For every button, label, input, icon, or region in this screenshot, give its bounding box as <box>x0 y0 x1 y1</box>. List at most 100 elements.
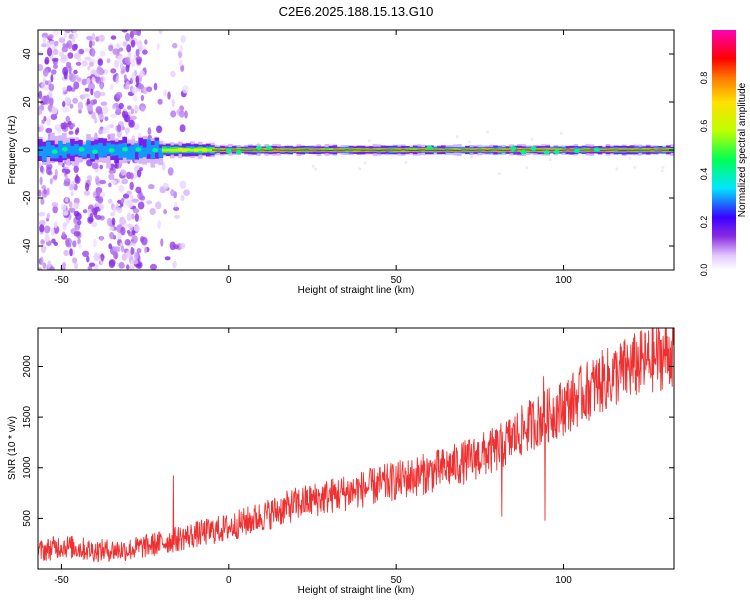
heatmap-ridge-cell <box>98 143 103 158</box>
heatmap-noise-cell <box>135 186 142 194</box>
heatmap-noise-cell <box>40 124 44 133</box>
heatmap-noise-cell <box>180 64 185 72</box>
heatmap-noise-cell <box>150 263 157 270</box>
colorbar-label: Normalized spectral amplitude <box>737 82 748 217</box>
heatmap-image <box>38 30 674 270</box>
snr-x-tick-label: -50 <box>54 575 69 586</box>
heatmap-ridge-cell <box>86 140 91 155</box>
heatmap-noise-cell <box>84 56 92 61</box>
heatmap-noise-cell <box>129 172 134 180</box>
heatmap-ridge-cell <box>150 145 156 159</box>
heatmap-noise-cell <box>131 72 135 81</box>
heatmap-noise-cell <box>38 160 42 168</box>
heatmap-noise-cell <box>51 238 56 244</box>
snr-x-tick-label: 0 <box>226 575 232 586</box>
heatmap-ridge-cell <box>316 149 322 151</box>
heatmap-noise-cell <box>118 47 124 52</box>
heatmap-ridge-cell <box>202 148 207 152</box>
heatmap-noise-cell <box>77 219 82 226</box>
heatmap-peak-cell <box>553 149 560 155</box>
heatmap-noise-cell <box>363 161 367 165</box>
heatmap-noise-cell <box>112 206 116 213</box>
heatmap-noise-cell <box>132 230 136 236</box>
heatmap-noise-cell <box>43 188 47 195</box>
heatmap-noise-cell <box>148 184 155 190</box>
heatmap-ridge-cell <box>549 149 555 151</box>
heatmap-ridge-cell <box>360 149 366 151</box>
snr-line <box>38 328 674 563</box>
heatmap-ridge-cell <box>126 146 131 160</box>
heatmap-noise-cell <box>89 40 93 48</box>
heatmap-ridge-cell <box>260 149 265 151</box>
heatmap-noise-cell <box>633 165 637 169</box>
heatmap-ridge-cell <box>70 145 75 156</box>
heatmap-noise-cell <box>52 205 58 214</box>
heatmap-ridge-cell <box>481 149 486 151</box>
heatmap-noise-cell <box>125 80 130 89</box>
heatmap-noise-cell <box>95 191 101 197</box>
heatmap-noise-cell <box>46 117 51 126</box>
heatmap-ridge-cell <box>165 148 171 152</box>
heatmap-ridge-cell <box>489 149 494 151</box>
heatmap-ridge-cell <box>581 149 587 151</box>
heatmap-ridge-cell <box>497 149 502 151</box>
heatmap-noise-cell <box>68 120 72 125</box>
heatmap-noise-cell <box>111 217 116 226</box>
heatmap-noise-cell <box>98 113 105 120</box>
heatmap-ridge-cell <box>186 148 191 152</box>
heatmap-noise-cell <box>113 251 119 260</box>
heatmap-ridge-cell <box>384 149 390 151</box>
heatmap-noise-cell <box>124 239 131 246</box>
heatmap-noise-cell <box>170 70 176 78</box>
heatmap-noise-cell <box>91 111 96 120</box>
heatmap-noise-cell <box>64 168 71 174</box>
heatmap-ridge-cell <box>513 149 518 151</box>
heatmap-noise-cell <box>91 221 98 228</box>
heatmap-noise-cell <box>180 35 186 43</box>
heatmap-noise-cell <box>404 161 408 165</box>
heatmap-noise-cell <box>44 233 50 243</box>
heatmap-noise-cell <box>40 197 45 205</box>
snr-x-tick-label: 100 <box>555 575 572 586</box>
heatmap-ridge-cell <box>181 148 187 153</box>
heatmap-noise-cell <box>93 90 101 99</box>
heatmap-noise-cell <box>184 110 188 119</box>
heatmap-noise-cell <box>52 30 59 37</box>
heatmap-noise-cell <box>46 166 52 175</box>
heatmap-peak-cell <box>266 145 272 150</box>
heatmap-ridge-cell <box>158 147 164 158</box>
heatmap-peak-cell <box>520 149 527 155</box>
heatmap-ridge-cell <box>284 149 289 151</box>
heatmap-noise-cell <box>178 59 183 67</box>
heatmap-noise-cell <box>174 214 180 219</box>
heatmap-noise-cell <box>660 169 664 173</box>
heatmap-noise-cell <box>170 189 175 197</box>
heatmap-noise-cell <box>65 197 69 203</box>
heatmap-noise-cell <box>46 212 50 220</box>
heatmap-noise-cell <box>39 176 43 186</box>
heatmap-ridge-cell <box>372 149 378 151</box>
heatmap-noise-cell <box>129 30 134 39</box>
heatmap-noise-cell <box>559 131 563 135</box>
heatmap-noise-cell <box>134 251 139 261</box>
heatmap-ridge-cell <box>312 149 318 151</box>
heatmap-noise-cell <box>91 33 96 41</box>
heatmap-ridge-cell <box>533 149 538 151</box>
heatmap-noise-cell <box>86 35 93 41</box>
heatmap-noise-cell <box>82 209 88 214</box>
heatmap-ridge-cell <box>613 149 619 151</box>
heatmap-noise-cell <box>51 202 59 207</box>
heatmap-noise-cell <box>49 178 53 185</box>
heatmap-noise-cell <box>311 164 315 168</box>
heatmap-x-tick-label: 100 <box>555 275 572 286</box>
heatmap-ridge-cell <box>173 148 179 152</box>
heatmap-ridge-cell <box>42 146 47 161</box>
heatmap-noise-cell <box>179 44 183 53</box>
heatmap-noise-cell <box>53 221 58 229</box>
heatmap-noise-cell <box>126 190 132 195</box>
heatmap-noise-cell <box>128 119 135 128</box>
heatmap-noise-cell <box>39 165 44 173</box>
heatmap-noise-cell <box>117 124 122 133</box>
snr-series <box>38 328 674 563</box>
heatmap-noise-cell <box>179 110 185 118</box>
